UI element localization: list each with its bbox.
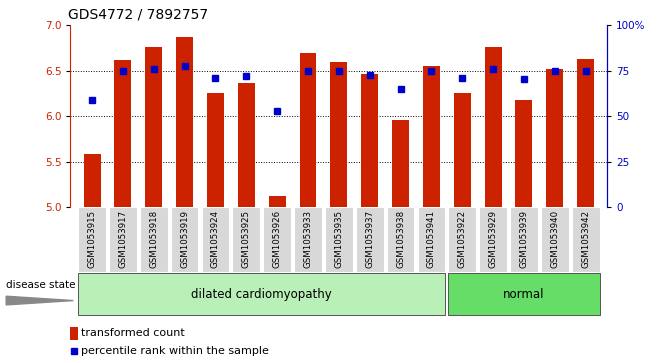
FancyBboxPatch shape	[78, 273, 446, 315]
Text: GSM1053922: GSM1053922	[458, 209, 467, 268]
Bar	[330, 62, 348, 207]
FancyBboxPatch shape	[294, 207, 322, 272]
Text: GSM1053939: GSM1053939	[519, 209, 529, 268]
Bar	[176, 37, 193, 207]
Text: GSM1053929: GSM1053929	[488, 209, 498, 268]
FancyBboxPatch shape	[417, 207, 446, 272]
Text: GSM1053926: GSM1053926	[272, 209, 282, 268]
Text: GSM1053915: GSM1053915	[87, 209, 97, 268]
Bar	[238, 82, 255, 207]
Bar	[546, 69, 563, 207]
Text: GSM1053941: GSM1053941	[427, 209, 436, 268]
FancyBboxPatch shape	[325, 207, 353, 272]
Text: GSM1053919: GSM1053919	[180, 209, 189, 268]
Text: GSM1053935: GSM1053935	[334, 209, 344, 268]
Text: normal: normal	[503, 287, 545, 301]
FancyBboxPatch shape	[109, 207, 137, 272]
Text: transformed count: transformed count	[81, 328, 185, 338]
FancyBboxPatch shape	[479, 207, 507, 272]
FancyBboxPatch shape	[386, 207, 415, 272]
Text: GSM1053942: GSM1053942	[581, 209, 590, 268]
FancyBboxPatch shape	[201, 207, 229, 272]
Bar	[145, 47, 162, 207]
FancyBboxPatch shape	[510, 207, 538, 272]
FancyBboxPatch shape	[448, 207, 476, 272]
Bar	[115, 60, 132, 207]
Bar	[484, 47, 502, 207]
FancyBboxPatch shape	[356, 207, 384, 272]
Bar	[84, 154, 101, 207]
FancyBboxPatch shape	[140, 207, 168, 272]
Bar	[70, 327, 78, 340]
FancyBboxPatch shape	[78, 207, 106, 272]
FancyBboxPatch shape	[170, 207, 199, 272]
Text: dilated cardiomyopathy: dilated cardiomyopathy	[191, 287, 332, 301]
Text: percentile rank within the sample: percentile rank within the sample	[81, 346, 268, 356]
FancyBboxPatch shape	[232, 207, 260, 272]
Text: GSM1053924: GSM1053924	[211, 209, 220, 268]
Text: GSM1053917: GSM1053917	[118, 209, 127, 268]
Text: disease state: disease state	[6, 280, 76, 290]
Bar	[423, 66, 440, 207]
Bar	[392, 120, 409, 207]
FancyBboxPatch shape	[541, 207, 569, 272]
FancyBboxPatch shape	[448, 273, 600, 315]
Text: GSM1053925: GSM1053925	[242, 209, 251, 268]
Text: GDS4772 / 7892757: GDS4772 / 7892757	[68, 8, 208, 21]
FancyBboxPatch shape	[572, 207, 600, 272]
Bar	[268, 196, 286, 207]
Polygon shape	[6, 296, 73, 305]
Bar	[454, 93, 471, 207]
FancyBboxPatch shape	[263, 207, 291, 272]
Text: GSM1053933: GSM1053933	[303, 209, 313, 268]
Text: GSM1053918: GSM1053918	[149, 209, 158, 268]
Bar	[299, 53, 317, 207]
Text: GSM1053940: GSM1053940	[550, 209, 560, 268]
Bar	[207, 93, 224, 207]
Text: GSM1053938: GSM1053938	[396, 209, 405, 268]
Text: GSM1053937: GSM1053937	[365, 209, 374, 268]
Bar	[577, 59, 594, 207]
Bar	[515, 100, 533, 207]
Bar	[361, 74, 378, 207]
